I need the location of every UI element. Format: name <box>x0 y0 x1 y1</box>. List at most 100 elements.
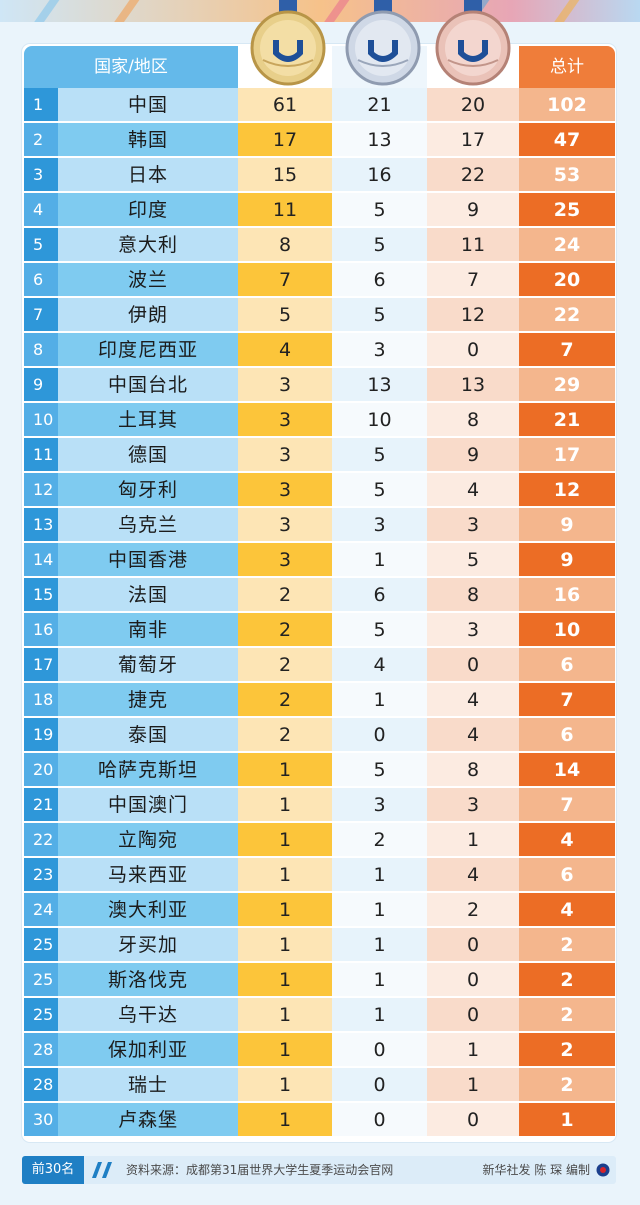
silver-count-cell: 2 <box>332 823 427 857</box>
country-cell: 日本 <box>58 158 238 192</box>
bronze-count-cell: 12 <box>427 298 519 332</box>
total-count-cell: 7 <box>519 683 615 717</box>
silver-count-cell: 1 <box>332 893 427 927</box>
country-cell: 瑞士 <box>58 1068 238 1102</box>
gold-count-cell: 1 <box>238 1033 332 1067</box>
silver-count-cell: 1 <box>332 543 427 577</box>
table-row: 6 波兰 7 6 7 20 <box>24 263 615 298</box>
bronze-count-cell: 7 <box>427 263 519 297</box>
rank-cell: 19 <box>24 718 58 752</box>
table-row: 30 卢森堡 1 0 0 1 <box>24 1103 615 1138</box>
rank-cell: 17 <box>24 648 58 682</box>
medal-table: 1 中国 61 21 20 102 2 韩国 17 13 17 47 3 日本 15 16 22 53 4 印度 11 5… <box>24 88 615 1138</box>
silver-count-cell: 0 <box>332 1033 427 1067</box>
silver-count-cell: 5 <box>332 228 427 262</box>
table-row: 25 牙买加 1 1 0 2 <box>24 928 615 963</box>
total-count-cell: 4 <box>519 893 615 927</box>
gold-count-cell: 3 <box>238 543 332 577</box>
silver-count-cell: 5 <box>332 298 427 332</box>
total-count-cell: 7 <box>519 788 615 822</box>
table-row: 9 中国台北 3 13 13 29 <box>24 368 615 403</box>
bronze-count-cell: 4 <box>427 473 519 507</box>
silver-medal-icon <box>338 0 428 92</box>
rank-cell: 30 <box>24 1103 58 1137</box>
bronze-count-cell: 8 <box>427 578 519 612</box>
table-row: 19 泰国 2 0 4 6 <box>24 718 615 753</box>
rank-cell: 8 <box>24 333 58 367</box>
gold-count-cell: 3 <box>238 473 332 507</box>
bronze-count-cell: 1 <box>427 1033 519 1067</box>
total-count-cell: 22 <box>519 298 615 332</box>
rank-cell: 6 <box>24 263 58 297</box>
country-cell: 斯洛伐克 <box>58 963 238 997</box>
bronze-count-cell: 8 <box>427 403 519 437</box>
gold-count-cell: 2 <box>238 718 332 752</box>
rank-cell: 28 <box>24 1068 58 1102</box>
table-row: 1 中国 61 21 20 102 <box>24 88 615 123</box>
gold-count-cell: 2 <box>238 613 332 647</box>
table-row: 24 澳大利亚 1 1 2 4 <box>24 893 615 928</box>
table-row: 22 立陶宛 1 2 1 4 <box>24 823 615 858</box>
country-cell: 捷克 <box>58 683 238 717</box>
table-row: 10 土耳其 3 10 8 21 <box>24 403 615 438</box>
rank-cell: 23 <box>24 858 58 892</box>
total-count-cell: 2 <box>519 963 615 997</box>
gold-count-cell: 2 <box>238 648 332 682</box>
total-count-cell: 4 <box>519 823 615 857</box>
silver-count-cell: 5 <box>332 613 427 647</box>
silver-count-cell: 6 <box>332 263 427 297</box>
total-column-header: 总计 <box>519 46 615 88</box>
table-row: 5 意大利 8 5 11 24 <box>24 228 615 263</box>
rank-cell: 15 <box>24 578 58 612</box>
bronze-count-cell: 0 <box>427 333 519 367</box>
country-cell: 中国香港 <box>58 543 238 577</box>
gold-count-cell: 3 <box>238 508 332 542</box>
gold-count-cell: 15 <box>238 158 332 192</box>
silver-count-cell: 3 <box>332 333 427 367</box>
gold-count-cell: 1 <box>238 858 332 892</box>
silver-count-cell: 0 <box>332 1103 427 1137</box>
country-cell: 乌干达 <box>58 998 238 1032</box>
total-count-cell: 21 <box>519 403 615 437</box>
country-cell: 中国澳门 <box>58 788 238 822</box>
rank-cell: 20 <box>24 753 58 787</box>
table-row: 28 瑞士 1 0 1 2 <box>24 1068 615 1103</box>
rank-cell: 28 <box>24 1033 58 1067</box>
total-count-cell: 6 <box>519 718 615 752</box>
silver-count-cell: 0 <box>332 1068 427 1102</box>
country-cell: 匈牙利 <box>58 473 238 507</box>
gold-medal-icon <box>243 0 333 92</box>
table-row: 28 保加利亚 1 0 1 2 <box>24 1033 615 1068</box>
gold-count-cell: 5 <box>238 298 332 332</box>
bronze-count-cell: 4 <box>427 858 519 892</box>
rank-cell: 25 <box>24 963 58 997</box>
silver-count-cell: 5 <box>332 438 427 472</box>
table-row: 2 韩国 17 13 17 47 <box>24 123 615 158</box>
table-row: 8 印度尼西亚 4 3 0 7 <box>24 333 615 368</box>
credit-text: 新华社发 陈 琛 编制 <box>482 1163 590 1177</box>
silver-count-cell: 3 <box>332 788 427 822</box>
total-count-cell: 9 <box>519 508 615 542</box>
rank-cell: 2 <box>24 123 58 157</box>
total-count-cell: 2 <box>519 1033 615 1067</box>
country-cell: 南非 <box>58 613 238 647</box>
total-count-cell: 12 <box>519 473 615 507</box>
silver-count-cell: 1 <box>332 858 427 892</box>
bronze-count-cell: 22 <box>427 158 519 192</box>
bronze-count-cell: 0 <box>427 648 519 682</box>
silver-count-cell: 1 <box>332 998 427 1032</box>
silver-count-cell: 5 <box>332 473 427 507</box>
silver-count-cell: 4 <box>332 648 427 682</box>
rank-note: 前30名 <box>22 1156 84 1184</box>
bronze-count-cell: 1 <box>427 1068 519 1102</box>
silver-count-cell: 1 <box>332 963 427 997</box>
country-cell: 印度 <box>58 193 238 227</box>
gold-count-cell: 17 <box>238 123 332 157</box>
gold-count-cell: 3 <box>238 403 332 437</box>
total-count-cell: 14 <box>519 753 615 787</box>
country-cell: 保加利亚 <box>58 1033 238 1067</box>
rank-cell: 9 <box>24 368 58 402</box>
silver-count-cell: 5 <box>332 193 427 227</box>
gold-count-cell: 1 <box>238 963 332 997</box>
xinhua-logo-icon <box>596 1163 610 1177</box>
